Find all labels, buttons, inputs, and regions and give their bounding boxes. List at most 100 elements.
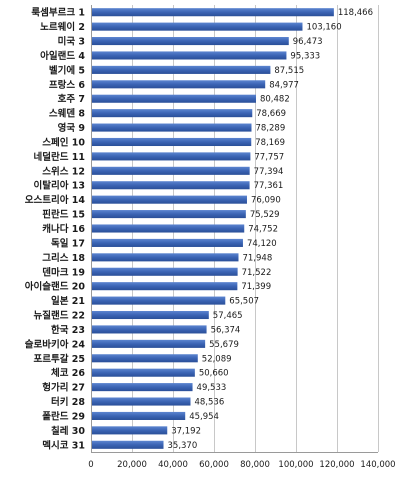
bar-15 (91, 210, 246, 219)
bars (91, 8, 334, 449)
bar-29 (91, 411, 186, 420)
category-label-11: 네덜란드 11 (34, 151, 86, 163)
bar-26 (91, 368, 195, 377)
x-tick-label-1: 20,000 (117, 460, 147, 470)
value-label-22: 57,465 (213, 311, 243, 321)
category-label-23: 한국 23 (51, 324, 85, 336)
bar-14 (91, 195, 247, 204)
category-label-19: 덴마크 19 (42, 266, 85, 278)
category-label-10: 스페인 10 (42, 136, 85, 148)
value-label-9: 78,289 (255, 124, 285, 134)
category-label-8: 스웨덴 8 (49, 108, 86, 120)
category-label-3: 미국 3 (58, 36, 85, 48)
value-label-19: 71,522 (242, 268, 272, 278)
value-label-3: 96,473 (293, 37, 323, 47)
bar-18 (91, 253, 239, 262)
bar-9 (91, 123, 252, 132)
category-label-25: 포르투갈 25 (34, 353, 86, 365)
value-label-1: 118,466 (338, 8, 373, 18)
category-label-5: 벨기에 5 (49, 64, 85, 76)
value-label-25: 52,089 (202, 354, 232, 364)
x-tick-label-5: 100,000 (278, 460, 313, 470)
bar-16 (91, 224, 245, 233)
bar-2 (91, 22, 303, 31)
value-label-29: 45,954 (189, 412, 219, 422)
value-label-4: 95,333 (290, 51, 320, 61)
category-label-2: 노르웨이 2 (40, 21, 85, 33)
category-label-26: 체코 26 (51, 367, 85, 379)
value-label-7: 80,482 (260, 95, 290, 105)
category-label-22: 뉴질랜드 22 (34, 310, 86, 322)
value-label-15: 75,529 (250, 210, 280, 220)
category-label-18: 그리스 18 (42, 252, 85, 264)
bar-21 (91, 296, 226, 305)
bar-17 (91, 238, 243, 247)
bar-4 (91, 51, 287, 60)
bar-1 (91, 8, 334, 17)
value-label-12: 77,394 (254, 167, 284, 177)
category-label-6: 프랑스 6 (49, 79, 86, 91)
labels: 룩셈부르크 1 118,466 노르웨이 2 103,160 미국 3 96,473 아일랜… (25, 7, 373, 452)
category-label-4: 아일랜드 4 (40, 50, 85, 62)
value-label-28: 48,536 (194, 398, 224, 408)
bar-28 (91, 397, 191, 406)
bar-8 (91, 109, 253, 118)
category-label-1: 룩셈부르크 1 (31, 7, 85, 19)
category-label-31: 멕시코 31 (42, 439, 85, 451)
bar-7 (91, 94, 256, 103)
value-label-18: 71,948 (242, 253, 272, 263)
value-label-21: 65,507 (229, 297, 259, 307)
category-label-24: 슬로바키아 24 (25, 338, 86, 350)
value-label-13: 77,361 (254, 181, 284, 191)
value-label-20: 71,399 (241, 282, 271, 292)
value-label-11: 77,757 (254, 152, 284, 162)
category-label-20: 아이슬랜드 20 (25, 281, 86, 293)
category-label-15: 핀란드 15 (42, 209, 85, 221)
bar-3 (91, 37, 289, 46)
value-label-10: 78,169 (255, 138, 285, 148)
bar-27 (91, 383, 193, 392)
bar-25 (91, 354, 198, 363)
x-tick-label-7: 140,000 (360, 460, 395, 470)
bar-30 (91, 426, 168, 435)
category-label-29: 폴란드 29 (42, 410, 85, 422)
category-label-7: 호주 7 (58, 94, 85, 105)
x-tick-label-6: 120,000 (319, 460, 354, 470)
bar-6 (91, 80, 266, 89)
bar-20 (91, 282, 238, 291)
value-label-31: 35,370 (168, 441, 198, 451)
category-label-12: 스위스 12 (42, 165, 85, 177)
value-label-8: 78,669 (256, 109, 286, 119)
value-label-26: 50,660 (199, 369, 229, 379)
value-label-24: 55,679 (209, 340, 239, 350)
category-label-16: 캐나다 16 (42, 223, 85, 235)
x-tick-label-3: 60,000 (199, 460, 229, 470)
category-label-28: 터키 28 (51, 396, 85, 408)
value-label-17: 74,120 (247, 239, 277, 249)
bar-12 (91, 166, 250, 175)
category-label-14: 오스트리아 14 (25, 194, 86, 206)
bar-13 (91, 181, 250, 190)
category-label-9: 영국 9 (58, 122, 85, 134)
bar-23 (91, 325, 207, 334)
value-label-16: 74,752 (248, 225, 278, 235)
x-tick-label-0: 0 (88, 460, 93, 470)
category-label-13: 이탈리아 13 (34, 180, 86, 192)
value-label-2: 103,160 (306, 23, 341, 33)
category-label-17: 독일 17 (51, 237, 85, 249)
value-label-27: 49,533 (197, 383, 227, 393)
value-label-14: 76,090 (251, 196, 281, 206)
bar-10 (91, 137, 252, 147)
bar-31 (91, 440, 164, 449)
x-tick-label-2: 40,000 (158, 460, 188, 470)
x-tick-label-4: 80,000 (240, 460, 270, 470)
category-label-30: 칠레 30 (51, 425, 85, 437)
x-axis: 0 20,000 40,000 60,000 80,000 100,000 120,000 1… (88, 5, 396, 470)
bar-11 (91, 152, 251, 161)
value-label-5: 87,515 (274, 66, 304, 76)
bar-5 (91, 65, 271, 74)
bar-24 (91, 339, 206, 348)
category-label-27: 헝가리 27 (42, 382, 85, 394)
